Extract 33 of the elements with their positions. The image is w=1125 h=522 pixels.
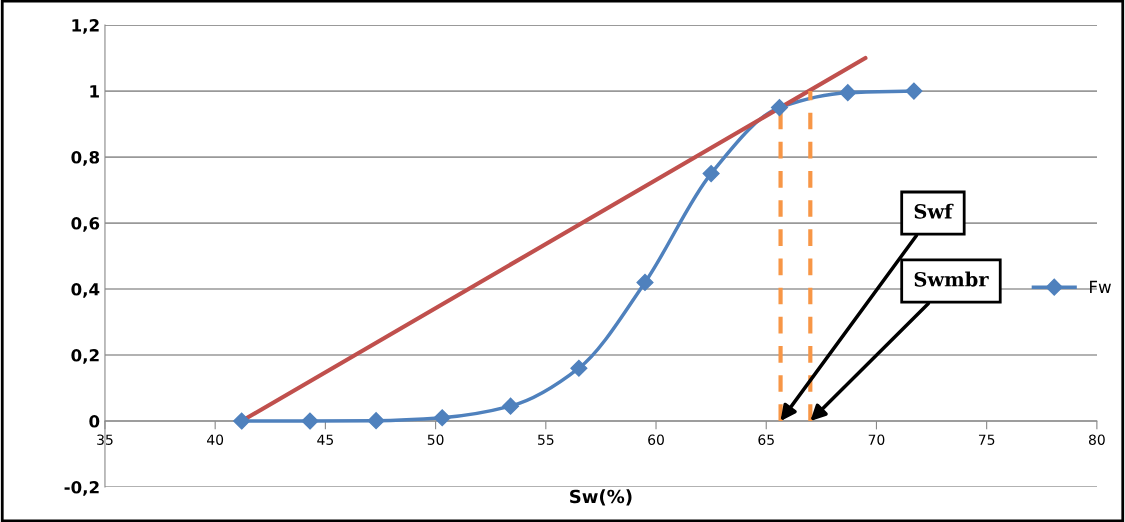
x-tick-label: 45 [317,434,334,445]
point [839,84,857,102]
y-tick-label: 0,2 [71,349,99,364]
point [501,397,520,415]
x-tick-label: 50 [427,434,444,445]
y-tick-label: 0 [89,414,100,428]
point [570,359,588,377]
x-tick-label: 55 [538,434,554,445]
x-tick-label: 65 [758,434,774,445]
x-tick-label: 75 [978,434,995,445]
annotation: Swf [914,203,954,219]
x-tick-label: 35 [97,434,113,445]
point [636,273,654,291]
x-axis-title: Sw(%) [570,489,632,506]
x-tick-label: 60 [648,434,664,445]
point [433,409,451,427]
x-tick-label: 40 [207,434,224,445]
y-tick-label: 0,6 [71,217,100,232]
point [301,412,319,430]
x-tick-label: 70 [868,434,885,445]
x-tick-label: 80 [1088,434,1105,445]
point [770,98,789,117]
point [702,164,720,183]
y-tick-label: -0,2 [64,480,99,496]
legend-label: Fw [1090,280,1111,293]
y-tick-label: 0,4 [71,283,100,298]
annotation: Swmbr [914,271,989,287]
y-tick-label: 1 [90,85,99,98]
point [367,412,385,430]
y-tick-label: 1,2 [72,19,99,34]
point [233,412,251,430]
point [905,82,923,100]
y-tick-label: 0,8 [71,151,100,166]
